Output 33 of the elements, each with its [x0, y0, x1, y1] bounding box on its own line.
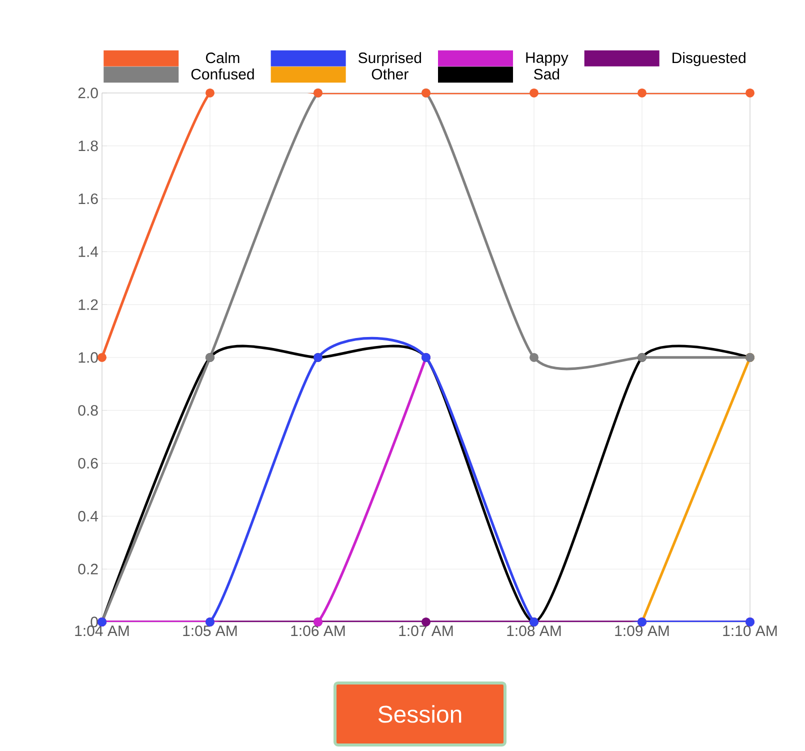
x-tick-label: 1:06 AM: [291, 626, 345, 636]
legend-label: Disguested: [672, 52, 746, 66]
legend-label: Happy: [526, 52, 568, 66]
x-tick-label: 1:08 AM: [507, 626, 561, 636]
y-tick-label: 1.6: [78, 193, 98, 204]
point: [746, 88, 755, 98]
point: [98, 352, 107, 362]
y-tick-label: 2.0: [78, 88, 98, 98]
y-tick-label: 1.2: [78, 299, 98, 310]
y-tick-label: 1.0: [78, 352, 98, 363]
point: [638, 88, 647, 98]
x-tick-label: 1:10 AM: [723, 626, 777, 636]
text: Session: [378, 705, 462, 723]
y-tick-label: 0.6: [78, 458, 98, 469]
y-tick-label: 0.4: [78, 510, 98, 522]
legend-label: Other: [372, 68, 408, 80]
point: [206, 88, 215, 98]
y-tick-label: 0.8: [78, 405, 98, 416]
legend-label: Calm: [206, 52, 240, 64]
x-tick-label: 1:09 AM: [615, 626, 669, 636]
y-tick-label: 1.4: [78, 246, 98, 257]
y-tick-label: 0.2: [78, 564, 98, 574]
point: [422, 617, 431, 626]
y-tick-label: 0: [90, 616, 98, 628]
legend-label: Surprised: [358, 52, 422, 66]
point: [530, 352, 539, 362]
legend-label: Confused: [191, 68, 254, 80]
legend-label: Sad: [534, 68, 560, 80]
x-tick-label: 1:04 AM: [75, 626, 129, 636]
point: [530, 88, 539, 98]
x-tick-label: 1:05 AM: [183, 626, 237, 636]
y-tick-label: 1.8: [78, 140, 98, 152]
x-tick-label: 1:07 AM: [399, 626, 453, 636]
